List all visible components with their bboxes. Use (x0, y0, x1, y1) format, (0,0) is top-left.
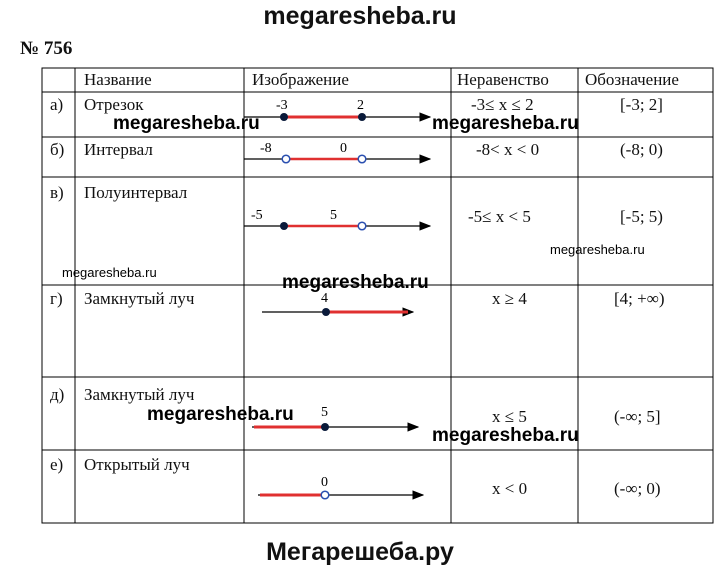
tick-label: 0 (340, 141, 347, 156)
tick-label: 0 (321, 475, 328, 490)
tick-label: 5 (321, 405, 328, 420)
number-line-half-interval: -5 5 (244, 208, 432, 231)
row-notation: (-8; 0) (620, 140, 663, 159)
tick-label: -8 (260, 141, 272, 156)
watermark: megaresheba.ru (282, 272, 429, 293)
row-notation: [-5; 5) (620, 207, 663, 226)
row-name: Открытый луч (84, 455, 190, 474)
row-label: д) (50, 385, 65, 404)
watermark: megaresheba.ru (62, 265, 157, 280)
tick-label: -5 (251, 208, 263, 223)
site-footer: Мегарешеба.ру (266, 538, 454, 566)
watermark: megaresheba.ru (550, 242, 645, 257)
row-name: Отрезок (84, 95, 144, 114)
row-inequality: -8< x < 0 (476, 140, 540, 159)
number-line-closed-ray-right: 4 (262, 291, 415, 317)
number-line-segment: -3 2 (244, 98, 432, 122)
row-name: Интервал (84, 140, 153, 159)
row-inequality: x ≤ 5 (492, 407, 527, 426)
closed-point (280, 113, 288, 121)
row-inequality: x ≥ 4 (492, 289, 527, 308)
open-point (357, 221, 367, 231)
open-point (357, 154, 367, 164)
header-notation: Обозначение (585, 70, 679, 89)
open-point (281, 154, 291, 164)
number-line-closed-ray-left: 5 (252, 405, 420, 432)
tick-label: 2 (357, 98, 364, 113)
open-point (320, 490, 330, 500)
row-label: в) (50, 183, 64, 202)
row-notation: [4; +∞) (614, 289, 665, 308)
row-name: Замкнутый луч (84, 289, 195, 308)
watermark: megaresheba.ru (432, 113, 579, 134)
row-notation: [-3; 2] (620, 95, 663, 114)
site-header: megaresheba.ru (263, 2, 457, 30)
row-label: е) (50, 455, 64, 474)
row-notation: (-∞; 0) (614, 479, 661, 498)
closed-point (321, 423, 329, 431)
watermark: megaresheba.ru (432, 425, 579, 446)
row-name: Замкнутый луч (84, 385, 195, 404)
header-image: Изображение (252, 70, 349, 89)
tick-label: 5 (330, 208, 337, 223)
tick-label: 4 (321, 291, 328, 306)
row-inequality: -5≤ x < 5 (468, 207, 531, 226)
closed-point (280, 222, 288, 230)
row-notation: (-∞; 5] (614, 407, 661, 426)
closed-point (322, 308, 330, 316)
row-name: Полуинтервал (84, 183, 188, 202)
row-inequality: -3≤ x ≤ 2 (471, 95, 534, 114)
closed-point (358, 113, 366, 121)
header-name: Название (84, 70, 152, 89)
watermark: megaresheba.ru (113, 113, 260, 134)
table-grid (41, 67, 714, 524)
number-line-interval: -8 0 (244, 141, 432, 164)
tick-label: -3 (276, 98, 288, 113)
watermark: megaresheba.ru (147, 404, 294, 425)
row-label: б) (50, 140, 65, 159)
header-inequality: Неравенство (457, 70, 549, 89)
row-inequality: x < 0 (492, 479, 528, 498)
row-label: а) (50, 95, 64, 114)
row-label: г) (50, 289, 63, 308)
problem-number: № 756 (20, 38, 73, 59)
number-line-open-ray-left: 0 (258, 475, 425, 500)
